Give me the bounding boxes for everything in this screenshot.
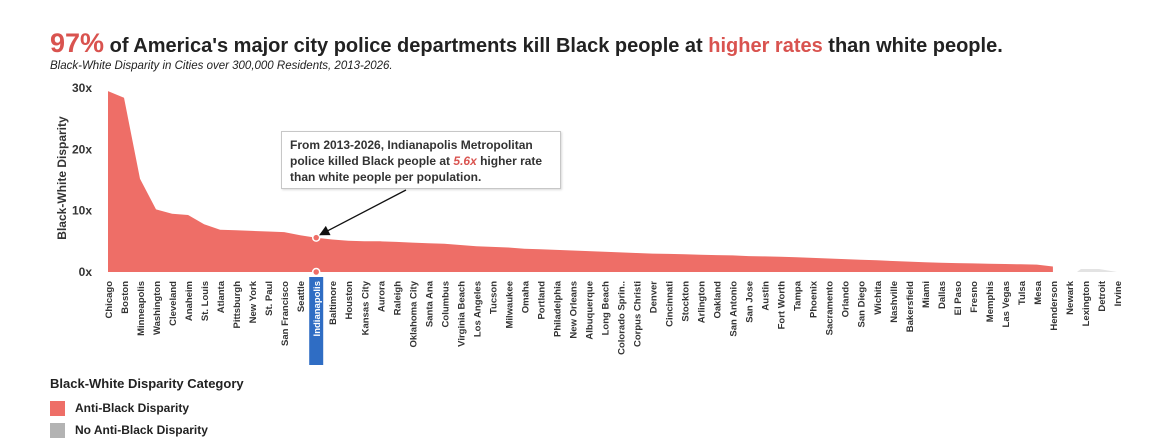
x-tick-label-wichita: Wichita: [873, 280, 884, 314]
x-tick-label-tampa: Tampa: [793, 280, 804, 311]
title-text-part1: of America's major city police departmen…: [104, 35, 709, 57]
annotation-line-2-post: higher rate: [476, 154, 543, 168]
annotation-line-2-pre: police killed Black people at: [290, 154, 454, 168]
area-anti-black-disparity: [108, 91, 1053, 272]
annotation-arrow: [319, 189, 407, 236]
x-tick-label-san-jose: San Jose: [745, 281, 756, 323]
chart-subtitle: Black-White Disparity in Cities over 300…: [50, 60, 393, 72]
x-tick-label-newark: Newark: [1065, 280, 1076, 315]
x-tick-label-kansas-city: Kansas City: [360, 280, 371, 335]
legend-title: Black-White Disparity Category: [50, 376, 244, 391]
x-tick-label-anaheim: Anaheim: [184, 281, 195, 321]
x-tick-label-el-paso: El Paso: [953, 281, 964, 316]
x-tick-label-cleveland: Cleveland: [168, 281, 179, 326]
title-percentage: 97%: [50, 28, 105, 58]
x-tick-label-phoenix: Phoenix: [809, 280, 820, 318]
y-tick-label-30: 30x: [72, 81, 92, 95]
legend-label-no-anti-black: No Anti-Black Disparity: [75, 423, 208, 437]
highlight-label-background: [309, 277, 324, 365]
x-tick-label-boston: Boston: [120, 281, 131, 314]
x-tick-label-detroit: Detroit: [1097, 280, 1108, 311]
x-tick-label-columbus: Columbus: [440, 281, 451, 327]
legend-item-no-anti-black[interactable]: No Anti-Black Disparity: [50, 419, 244, 441]
annotation-line-2: police killed Black people at 5.6x highe…: [290, 153, 552, 169]
title-highlight: higher rates: [708, 35, 823, 57]
x-tick-label-orlando: Orlando: [841, 281, 852, 318]
x-tick-label-miami: Miami: [921, 281, 932, 308]
x-tick-label-los-angeles: Los Angeles: [472, 281, 483, 337]
x-tick-label-seattle: Seattle: [296, 281, 307, 312]
x-tick-label-santa-ana: Santa Ana: [424, 280, 435, 327]
disparity-chart: Black-White Disparity 0x 10x 20x 30x Chicago B…: [55, 81, 1124, 365]
x-tick-label-omaha: Omaha: [520, 280, 531, 313]
x-tick-label-memphis: Memphis: [985, 281, 996, 322]
x-tick-label-tucson: Tucson: [488, 281, 499, 314]
legend-swatch-anti-black: [50, 400, 65, 416]
x-tick-label-atlanta: Atlanta: [216, 280, 227, 313]
x-tick-label-minneapolis: Minneapolis: [136, 281, 147, 336]
x-tick-label-raleigh: Raleigh: [392, 281, 403, 316]
x-tick-label-philadelphia: Philadelphia: [552, 280, 563, 337]
x-tick-label-oakland: Oakland: [713, 281, 724, 319]
x-tick-label-washington: Washington: [152, 281, 163, 335]
x-tick-label-tulsa: Tulsa: [1017, 280, 1028, 305]
x-tick-label-dallas: Dallas: [937, 281, 948, 309]
x-tick-label-henderson: Henderson: [1049, 281, 1060, 331]
x-tick-label-san-diego: San Diego: [857, 281, 868, 328]
y-tick-label-0: 0x: [79, 265, 93, 279]
x-tick-label-mesa: Mesa: [1033, 280, 1044, 304]
x-tick-label-san-francisco: San Francisco: [280, 281, 291, 346]
y-axis-title: Black-White Disparity: [55, 116, 69, 240]
x-tick-label-portland: Portland: [536, 281, 547, 320]
legend: Black-White Disparity Category Anti-Blac…: [50, 376, 244, 441]
x-tick-label-pittsburgh: Pittsburgh: [232, 281, 243, 329]
x-tick-label-las-vegas: Las Vegas: [1001, 281, 1012, 327]
x-tick-label-san-antonio: San Antonio: [729, 281, 740, 337]
highlight-point-indianapolis: [311, 233, 321, 242]
x-tick-label-st-louis: St. Louis: [200, 281, 211, 321]
annotation-line-3: than white people per population.: [290, 170, 482, 184]
legend-item-anti-black[interactable]: Anti-Black Disparity: [50, 397, 244, 419]
x-tick-label-colorado-sprin-: Colorado Sprin..: [617, 281, 628, 355]
x-tick-label-new-york: New York: [248, 280, 259, 323]
x-tick-label-stockton: Stockton: [681, 281, 692, 322]
x-tick-label-aurora: Aurora: [376, 280, 387, 312]
area-no-anti-black-disparity: [1076, 269, 1117, 272]
y-tick-label-20: 20x: [72, 142, 92, 156]
x-tick-label-virginia-beach: Virginia Beach: [456, 281, 467, 347]
indianapolis-annotation: From 2013-2026, Indianapolis Metropolita…: [281, 131, 561, 189]
x-tick-label-baltimore: Baltimore: [328, 281, 339, 325]
x-tick-label-oklahoma-city: Oklahoma City: [408, 280, 419, 347]
legend-label-anti-black: Anti-Black Disparity: [75, 401, 190, 415]
chart-title: 97% of America's major city police depar…: [50, 28, 1003, 59]
annotation-value: 5.6x: [453, 154, 477, 168]
x-tick-label-cincinnati: Cincinnati: [665, 281, 676, 327]
x-tick-label-milwaukee: Milwaukee: [504, 281, 515, 329]
x-tick-label-lexington: Lexington: [1081, 281, 1092, 327]
x-tick-label-long-beach: Long Beach: [601, 281, 612, 336]
x-tick-label-sacramento: Sacramento: [825, 281, 836, 336]
x-tick-label-austin: Austin: [761, 281, 772, 311]
x-tick-label-nashville: Nashville: [889, 281, 900, 323]
x-tick-label-corpus-christi: Corpus Christi: [633, 281, 644, 347]
highlight-base-indianapolis: [311, 267, 321, 277]
x-tick-label-indianapolis: Indianapolis: [312, 281, 323, 336]
x-tick-label-houston: Houston: [344, 281, 355, 320]
x-tick-label-st-paul: St. Paul: [264, 281, 275, 316]
annotation-line-1: From 2013-2026, Indianapolis Metropolita…: [290, 138, 533, 152]
y-tick-label-10: 10x: [72, 204, 92, 218]
x-tick-label-arlington: Arlington: [697, 281, 708, 323]
x-tick-label-irvine: Irvine: [1113, 281, 1124, 306]
x-tick-label-new-orleans: New Orleans: [569, 281, 580, 339]
x-tick-label-albuquerque: Albuquerque: [585, 281, 596, 340]
x-tick-label-fort-worth: Fort Worth: [777, 281, 788, 330]
x-tick-label-fresno: Fresno: [969, 281, 980, 313]
x-tick-label-denver: Denver: [649, 281, 660, 314]
x-tick-label-chicago: Chicago: [104, 281, 115, 319]
legend-swatch-no-anti-black: [50, 422, 65, 438]
x-tick-label-bakersfield: Bakersfield: [905, 281, 916, 332]
title-text-part2: than white people.: [822, 35, 1003, 57]
